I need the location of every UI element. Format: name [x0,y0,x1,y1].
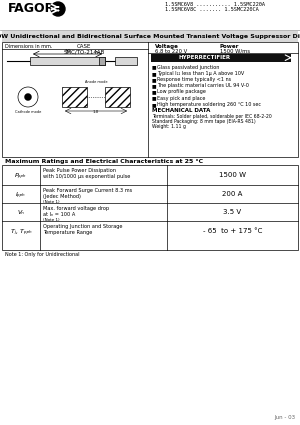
Text: CASE
SMC/TO-214AB: CASE SMC/TO-214AB [63,44,105,55]
Bar [62,87,87,107]
Circle shape [51,2,65,16]
Text: Peak Pulse Power Dissipation: Peak Pulse Power Dissipation [43,167,116,173]
Text: 200 A: 200 A [222,191,243,197]
Bar [2,42,298,157]
Text: Terminals: Solder plated, solderable per IEC 68-2-20: Terminals: Solder plated, solderable per… [152,113,272,119]
Text: Pₚₚₕ: Pₚₚₕ [15,173,27,178]
Circle shape [25,94,32,100]
Text: FAGOR: FAGOR [8,2,55,15]
Text: Vₙ: Vₙ [18,210,24,215]
Text: ■: ■ [152,96,157,100]
Text: Operating Junction and Storage: Operating Junction and Storage [43,224,122,229]
Text: (Note 1): (Note 1) [43,199,60,204]
Text: at Iₙ = 100 A: at Iₙ = 100 A [43,212,75,216]
Text: ■: ■ [152,102,157,107]
Text: High temperature soldering 260 °C 10 sec: High temperature soldering 260 °C 10 sec [157,102,261,107]
Text: ■: ■ [152,77,157,82]
Text: ■: ■ [152,71,157,76]
Text: Iₚₚₕ: Iₚₚₕ [16,192,26,196]
Text: Anode mode: Anode mode [85,80,107,84]
Bar [30,57,105,65]
Text: (Jedec Method): (Jedec Method) [43,193,81,198]
Bar [2,31,298,42]
Text: 1.0: 1.0 [93,110,99,113]
Text: Glass passivated junction: Glass passivated junction [157,65,219,70]
Text: 1500W Unidirectional and Bidirectional Surface Mounted Transient Voltage Suppres: 1500W Unidirectional and Bidirectional S… [0,34,300,39]
Text: Easy pick and place: Easy pick and place [157,96,206,100]
Bar [151,54,291,62]
Bar [99,57,105,65]
Text: 1500 W: 1500 W [219,172,246,178]
Text: Standard Packaging: 8 mm tape (EIA-RS 481): Standard Packaging: 8 mm tape (EIA-RS 48… [152,119,256,124]
Text: The plastic material carries UL 94 V-0: The plastic material carries UL 94 V-0 [157,83,249,88]
Text: with 10/1000 μs exponential pulse: with 10/1000 μs exponential pulse [43,173,130,178]
Bar [2,165,298,250]
Text: 1500 W/ms: 1500 W/ms [220,48,250,54]
Text: 6.8 to 220 V: 6.8 to 220 V [155,48,187,54]
Bar [105,87,130,107]
Text: Response time typically <1 ns: Response time typically <1 ns [157,77,231,82]
Text: Voltage: Voltage [155,44,179,49]
Text: Typical I₂₂ less than 1μ A above 10V: Typical I₂₂ less than 1μ A above 10V [157,71,244,76]
Text: Peak Forward Surge Current 8.3 ms: Peak Forward Surge Current 8.3 ms [43,187,132,193]
Text: Dimensions in mm.: Dimensions in mm. [5,44,52,49]
Text: 3.5 V: 3.5 V [224,209,242,215]
Text: (Note 1): (Note 1) [43,218,60,221]
Text: 1.5SMC6V8C ....... 1.5SMC220CA: 1.5SMC6V8C ....... 1.5SMC220CA [165,7,259,12]
Text: Power: Power [220,44,239,49]
Text: 7.0: 7.0 [64,48,70,53]
Text: Max. forward voltage drop: Max. forward voltage drop [43,206,109,210]
Text: ■: ■ [152,89,157,94]
Text: Cathode mode: Cathode mode [15,110,41,114]
Text: ■: ■ [152,65,157,70]
Bar [0,0,300,30]
Text: Tⱼ, Tₚₚₕ: Tⱼ, Tₚₚₕ [11,229,31,233]
Text: Weight: 1.11 g: Weight: 1.11 g [152,124,186,128]
Text: Temperature Range: Temperature Range [43,230,92,235]
Text: ■: ■ [152,83,157,88]
Text: MECHANICAL DATA: MECHANICAL DATA [152,108,210,113]
Text: Note 1: Only for Unidirectional: Note 1: Only for Unidirectional [5,252,80,257]
Text: - 65  to + 175 °C: - 65 to + 175 °C [203,228,262,234]
Text: Maximum Ratings and Electrical Characteristics at 25 °C: Maximum Ratings and Electrical Character… [5,159,203,164]
Text: Low profile package: Low profile package [157,89,206,94]
Text: HYPERRECTIFIER: HYPERRECTIFIER [179,55,231,60]
Text: Jun - 03: Jun - 03 [274,415,295,420]
Bar [115,57,137,65]
Text: 1.5SMC6V8 ........... 1.5SMC220A: 1.5SMC6V8 ........... 1.5SMC220A [165,2,265,7]
